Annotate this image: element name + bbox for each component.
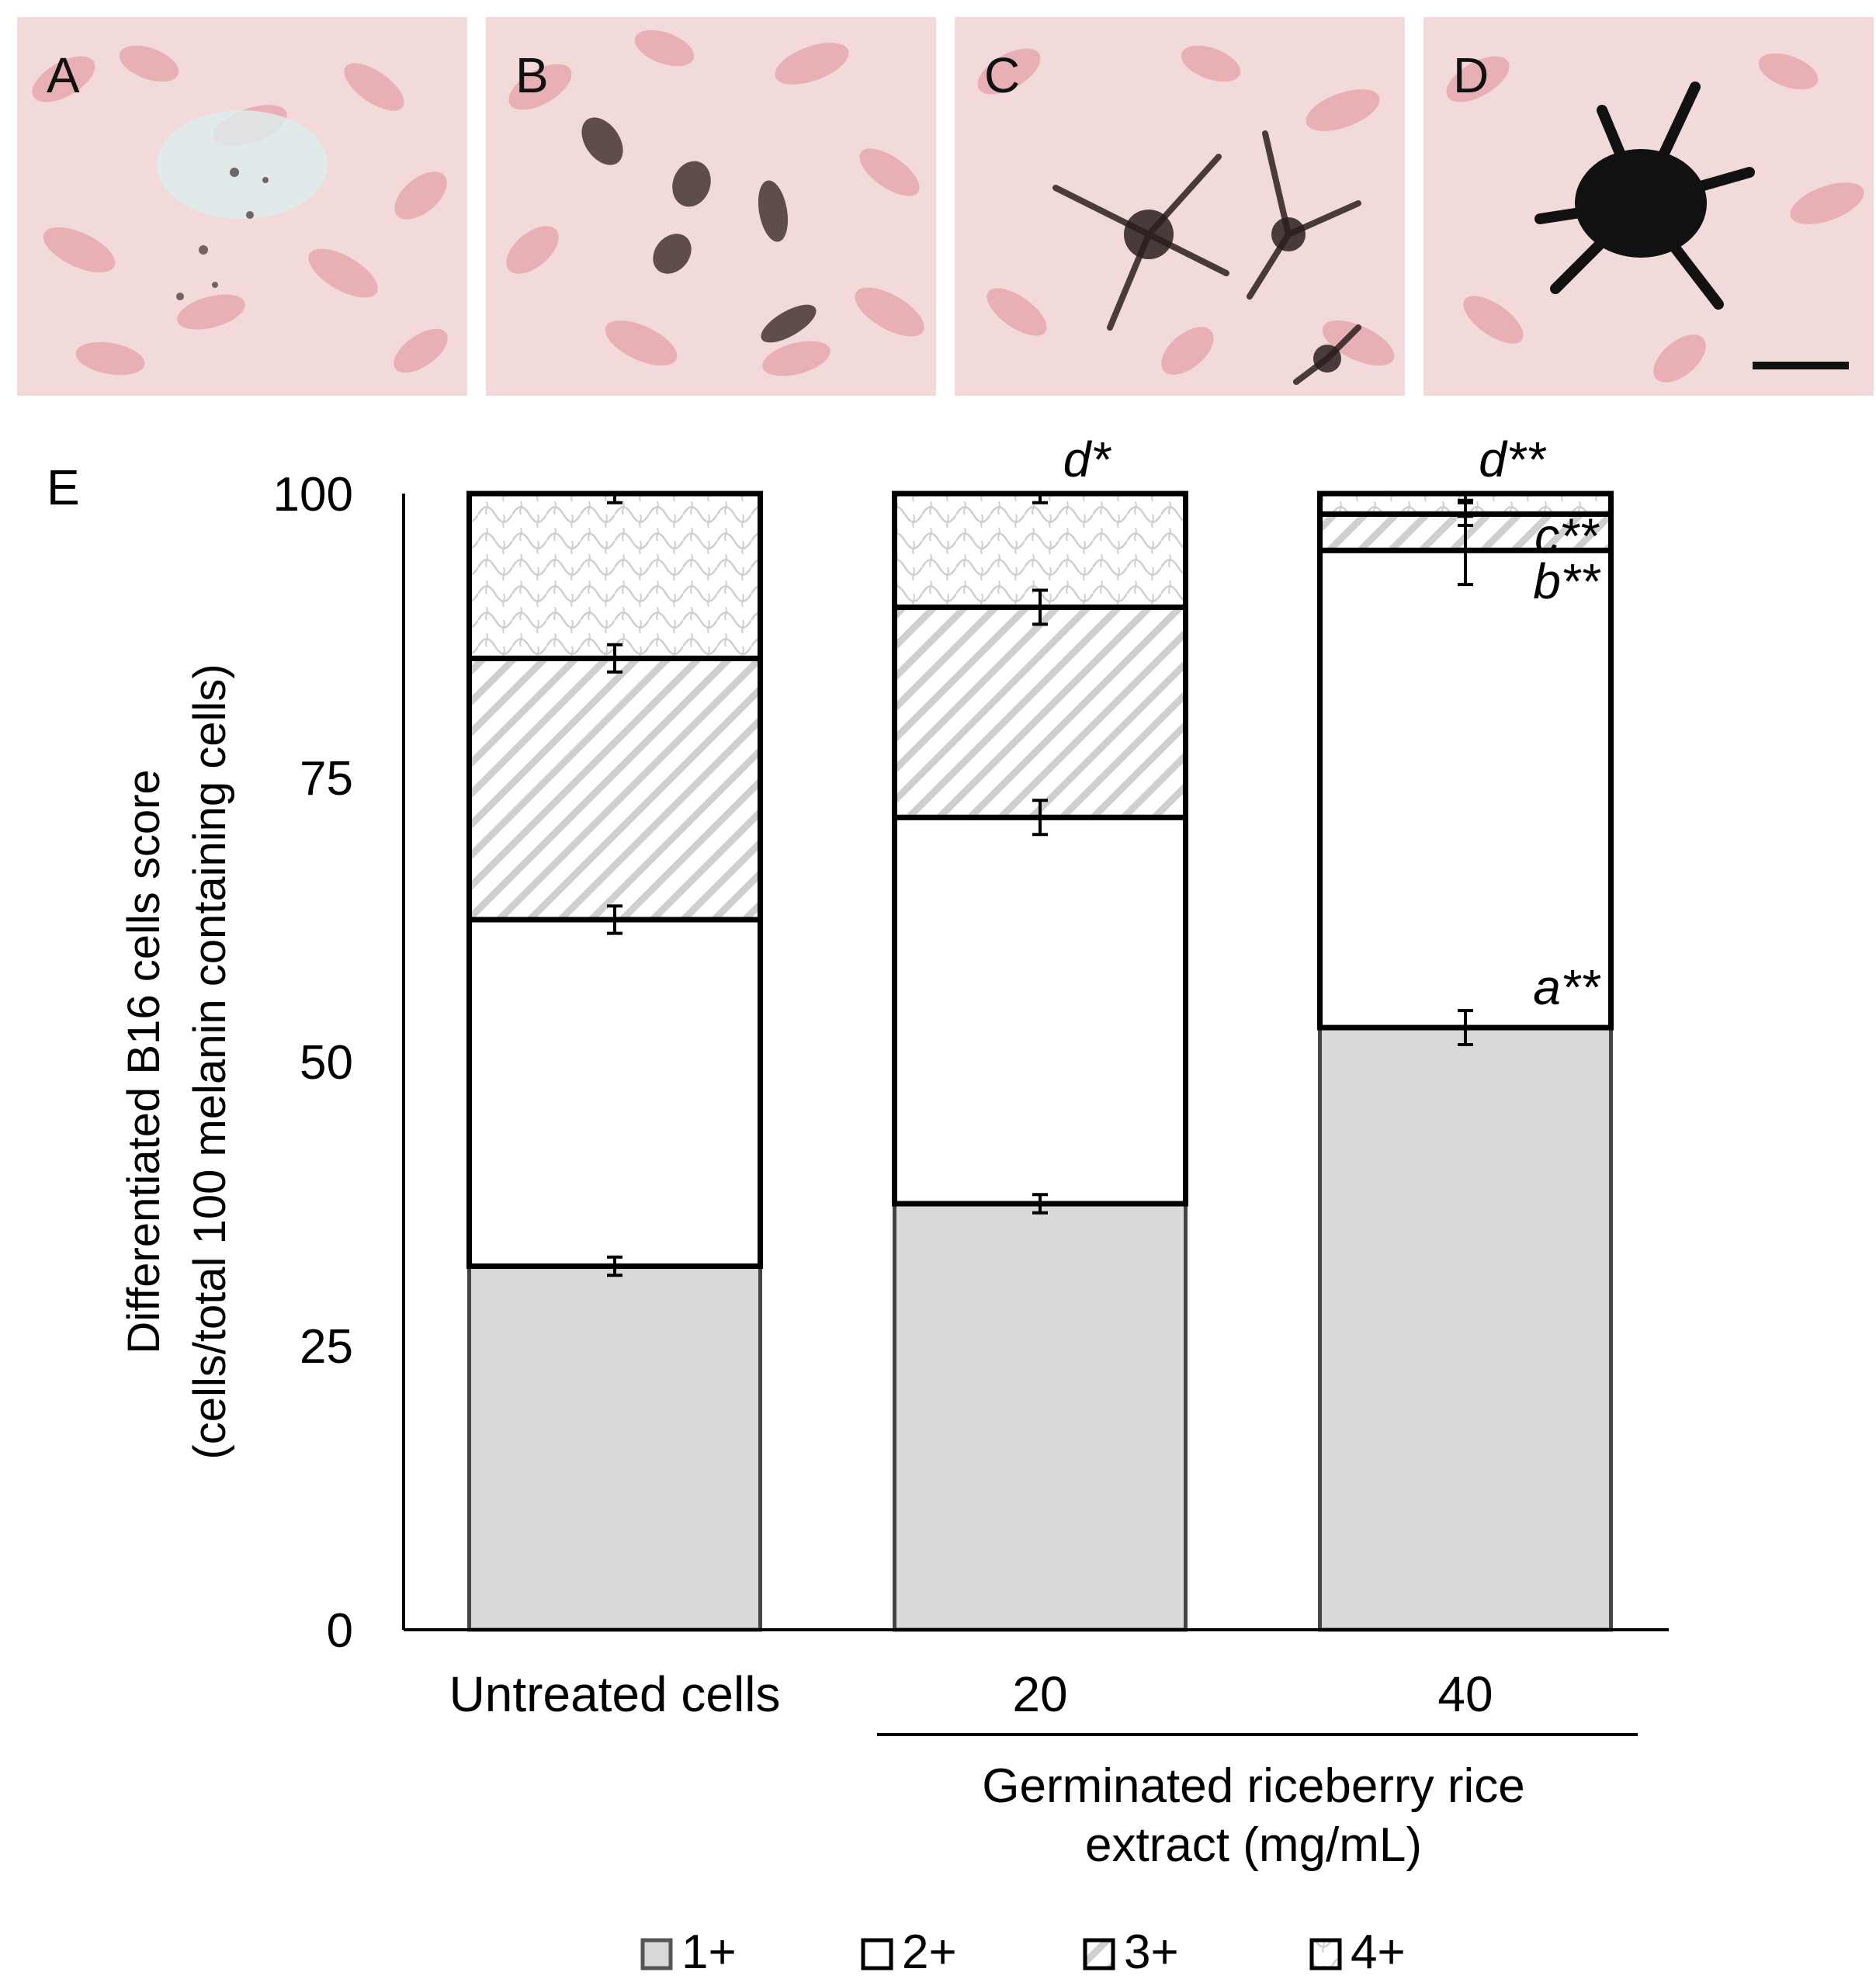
error-bar-2plus-1	[1032, 799, 1048, 837]
bars-layer	[466, 490, 1614, 1632]
legend-swatch	[1083, 1938, 1115, 1970]
y-axis-title-line-2: (cells/total 100 melanin containing cell…	[185, 664, 235, 1459]
significance-annotation: a**	[1533, 959, 1601, 1015]
error-bar-4plus-1	[1032, 492, 1048, 504]
legend-label: 2+	[902, 1925, 957, 1979]
legend-label: 1+	[681, 1925, 737, 1979]
micrograph-b-image	[486, 17, 936, 396]
micrograph-d-image	[1423, 17, 1874, 396]
significance-annotation: c**	[1534, 508, 1600, 563]
y-tick-label: 25	[300, 1320, 353, 1374]
bar-segment-3plus-1	[892, 604, 1188, 820]
y-tick-label: 75	[300, 752, 353, 806]
error-bar-4plus-2	[1458, 492, 1473, 502]
legend-item-2plus: 2+	[861, 1925, 957, 1979]
y-tick-label: 100	[273, 468, 353, 522]
scale-bar	[1753, 362, 1849, 369]
error-bar-3plus-2	[1458, 501, 1473, 527]
bar-segment-2plus-2	[1317, 547, 1614, 1031]
legend-label: 4+	[1351, 1925, 1406, 1979]
x-tick-label: 20	[1012, 1666, 1067, 1722]
error-bar-4plus-0	[607, 492, 622, 504]
error-bar-3plus-1	[1032, 588, 1048, 626]
error-bar-1plus-0	[607, 1255, 622, 1277]
legend-item-1plus: 1+	[640, 1925, 737, 1979]
legend-item-4plus: 4+	[1309, 1925, 1406, 1979]
x-group-title-line-1: Germinated riceberry rice	[982, 1759, 1524, 1813]
error-bar-2plus-0	[607, 904, 622, 935]
bar-segment-2plus-1	[892, 814, 1188, 1207]
bar-segment-1plus-1	[893, 1201, 1188, 1632]
significance-annotation: d*	[1063, 432, 1112, 487]
bar-segment-1plus-2	[1318, 1025, 1613, 1632]
significance-annotation: b**	[1533, 553, 1601, 609]
axes-layer: 0 25 50 75 100 Untreated cells 20 40	[273, 468, 1669, 1722]
bar-segment-2plus-0	[466, 917, 763, 1270]
panel-label-b: B	[515, 47, 549, 103]
micrograph-a-image	[17, 17, 467, 396]
bar-segment-3plus-0	[466, 655, 763, 923]
panel-label-a: A	[47, 47, 80, 103]
significance-annotation: d**	[1479, 432, 1547, 487]
legend-swatch	[861, 1938, 893, 1970]
x-group-title-line-2: extract (mg/mL)	[1085, 1818, 1422, 1872]
legend-label: 3+	[1124, 1925, 1179, 1979]
micrograph-panel-b: B	[486, 17, 936, 396]
micrograph-panel-a: A	[17, 17, 467, 396]
bar-segment-4plus-0	[466, 490, 763, 661]
y-tick-label: 50	[300, 1036, 353, 1090]
bar-segment-4plus-1	[892, 490, 1188, 610]
legend: 1+ 2+ 3+ 4+	[640, 1925, 1406, 1979]
micrograph-panel-d: D	[1423, 17, 1874, 396]
annotations-layer: d* d** c**b** a**	[1063, 432, 1601, 1015]
error-bar-3plus-0	[607, 643, 622, 674]
legend-swatch	[640, 1938, 673, 1970]
x-tick-label: 40	[1437, 1666, 1493, 1722]
x-tick-label: Untreated cells	[449, 1666, 781, 1722]
y-axis-title: Differentiated B16 cells score (cells/to…	[119, 664, 235, 1459]
legend-swatch	[1309, 1938, 1342, 1970]
legend-item-3plus: 3+	[1083, 1925, 1179, 1979]
error-bar-1plus-1	[1032, 1193, 1048, 1215]
micrograph-c-image	[955, 17, 1405, 396]
y-tick-label: 0	[327, 1604, 353, 1658]
panel-label-c: C	[984, 47, 1021, 103]
micrograph-panel-c: C	[955, 17, 1405, 396]
error-bar-1plus-2	[1458, 1009, 1473, 1047]
bar-segment-1plus-0	[467, 1264, 762, 1632]
panel-label-d: D	[1453, 47, 1489, 103]
panel-label-e: E	[47, 459, 80, 515]
y-axis-title-line-1: Differentiated B16 cells score	[119, 769, 169, 1353]
